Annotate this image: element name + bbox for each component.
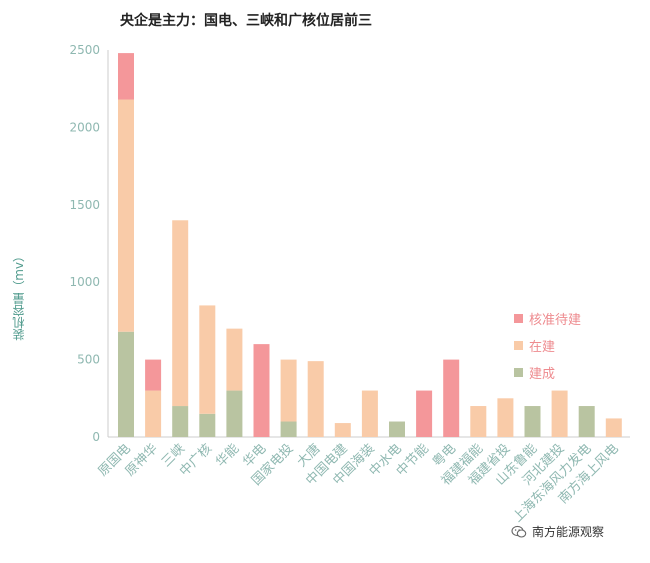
bar-segment	[226, 390, 243, 437]
legend-swatch-approved	[514, 314, 523, 323]
y-tick-label: 500	[77, 353, 100, 367]
bar-segment	[226, 328, 243, 391]
bar-segment	[145, 359, 162, 391]
bar-segment	[280, 421, 297, 437]
bar-segment	[253, 344, 270, 437]
bar-segment	[172, 220, 189, 407]
y-tick-label: 1500	[69, 198, 100, 212]
bar-segment	[145, 390, 162, 437]
bar-segment	[334, 423, 351, 437]
chart-title: 央企是主力：国电、三峡和广核位居前三	[120, 13, 372, 29]
legend-swatch-building	[514, 341, 523, 350]
legend-label-approved: 核准待建	[529, 313, 582, 328]
y-tick-label: 1000	[69, 275, 100, 289]
y-axis-label: 装机容量（mv）	[12, 250, 26, 341]
bar-segment	[416, 390, 433, 437]
legend-swatch-built	[514, 368, 523, 377]
y-tick-label: 2000	[69, 120, 100, 134]
bar-segment	[524, 406, 541, 437]
legend-label-building: 在建	[529, 340, 556, 355]
bar-segment	[389, 421, 405, 437]
bar-segment	[605, 418, 622, 437]
legend-item-approved: 核准待建	[514, 305, 581, 332]
legend: 核准待建 在建 建成	[514, 305, 581, 386]
bar-segment	[280, 359, 297, 422]
watermark: 南方能源观察	[511, 523, 604, 540]
wechat-icon	[511, 525, 527, 538]
bar-segment	[199, 413, 216, 437]
bar-segment	[172, 406, 189, 437]
bar-segment	[470, 406, 487, 437]
bar-segment	[578, 406, 595, 437]
watermark-text: 南方能源观察	[532, 525, 605, 539]
legend-item-built: 建成	[514, 359, 581, 386]
bar-segment	[551, 390, 568, 437]
y-tick-label: 0	[92, 430, 100, 444]
bar-segment	[118, 53, 134, 100]
bar-segment	[443, 359, 460, 437]
legend-label-built: 建成	[529, 367, 556, 382]
bar-segment	[497, 398, 514, 437]
bar-segment	[307, 361, 324, 437]
bar-segment	[118, 99, 134, 332]
x-tick-label: 华能	[213, 441, 242, 470]
bar-segment	[199, 305, 216, 414]
legend-item-building: 在建	[514, 332, 581, 359]
y-tick-label: 2500	[69, 43, 100, 57]
bar-segment	[118, 331, 134, 437]
bar-segment	[361, 390, 378, 437]
